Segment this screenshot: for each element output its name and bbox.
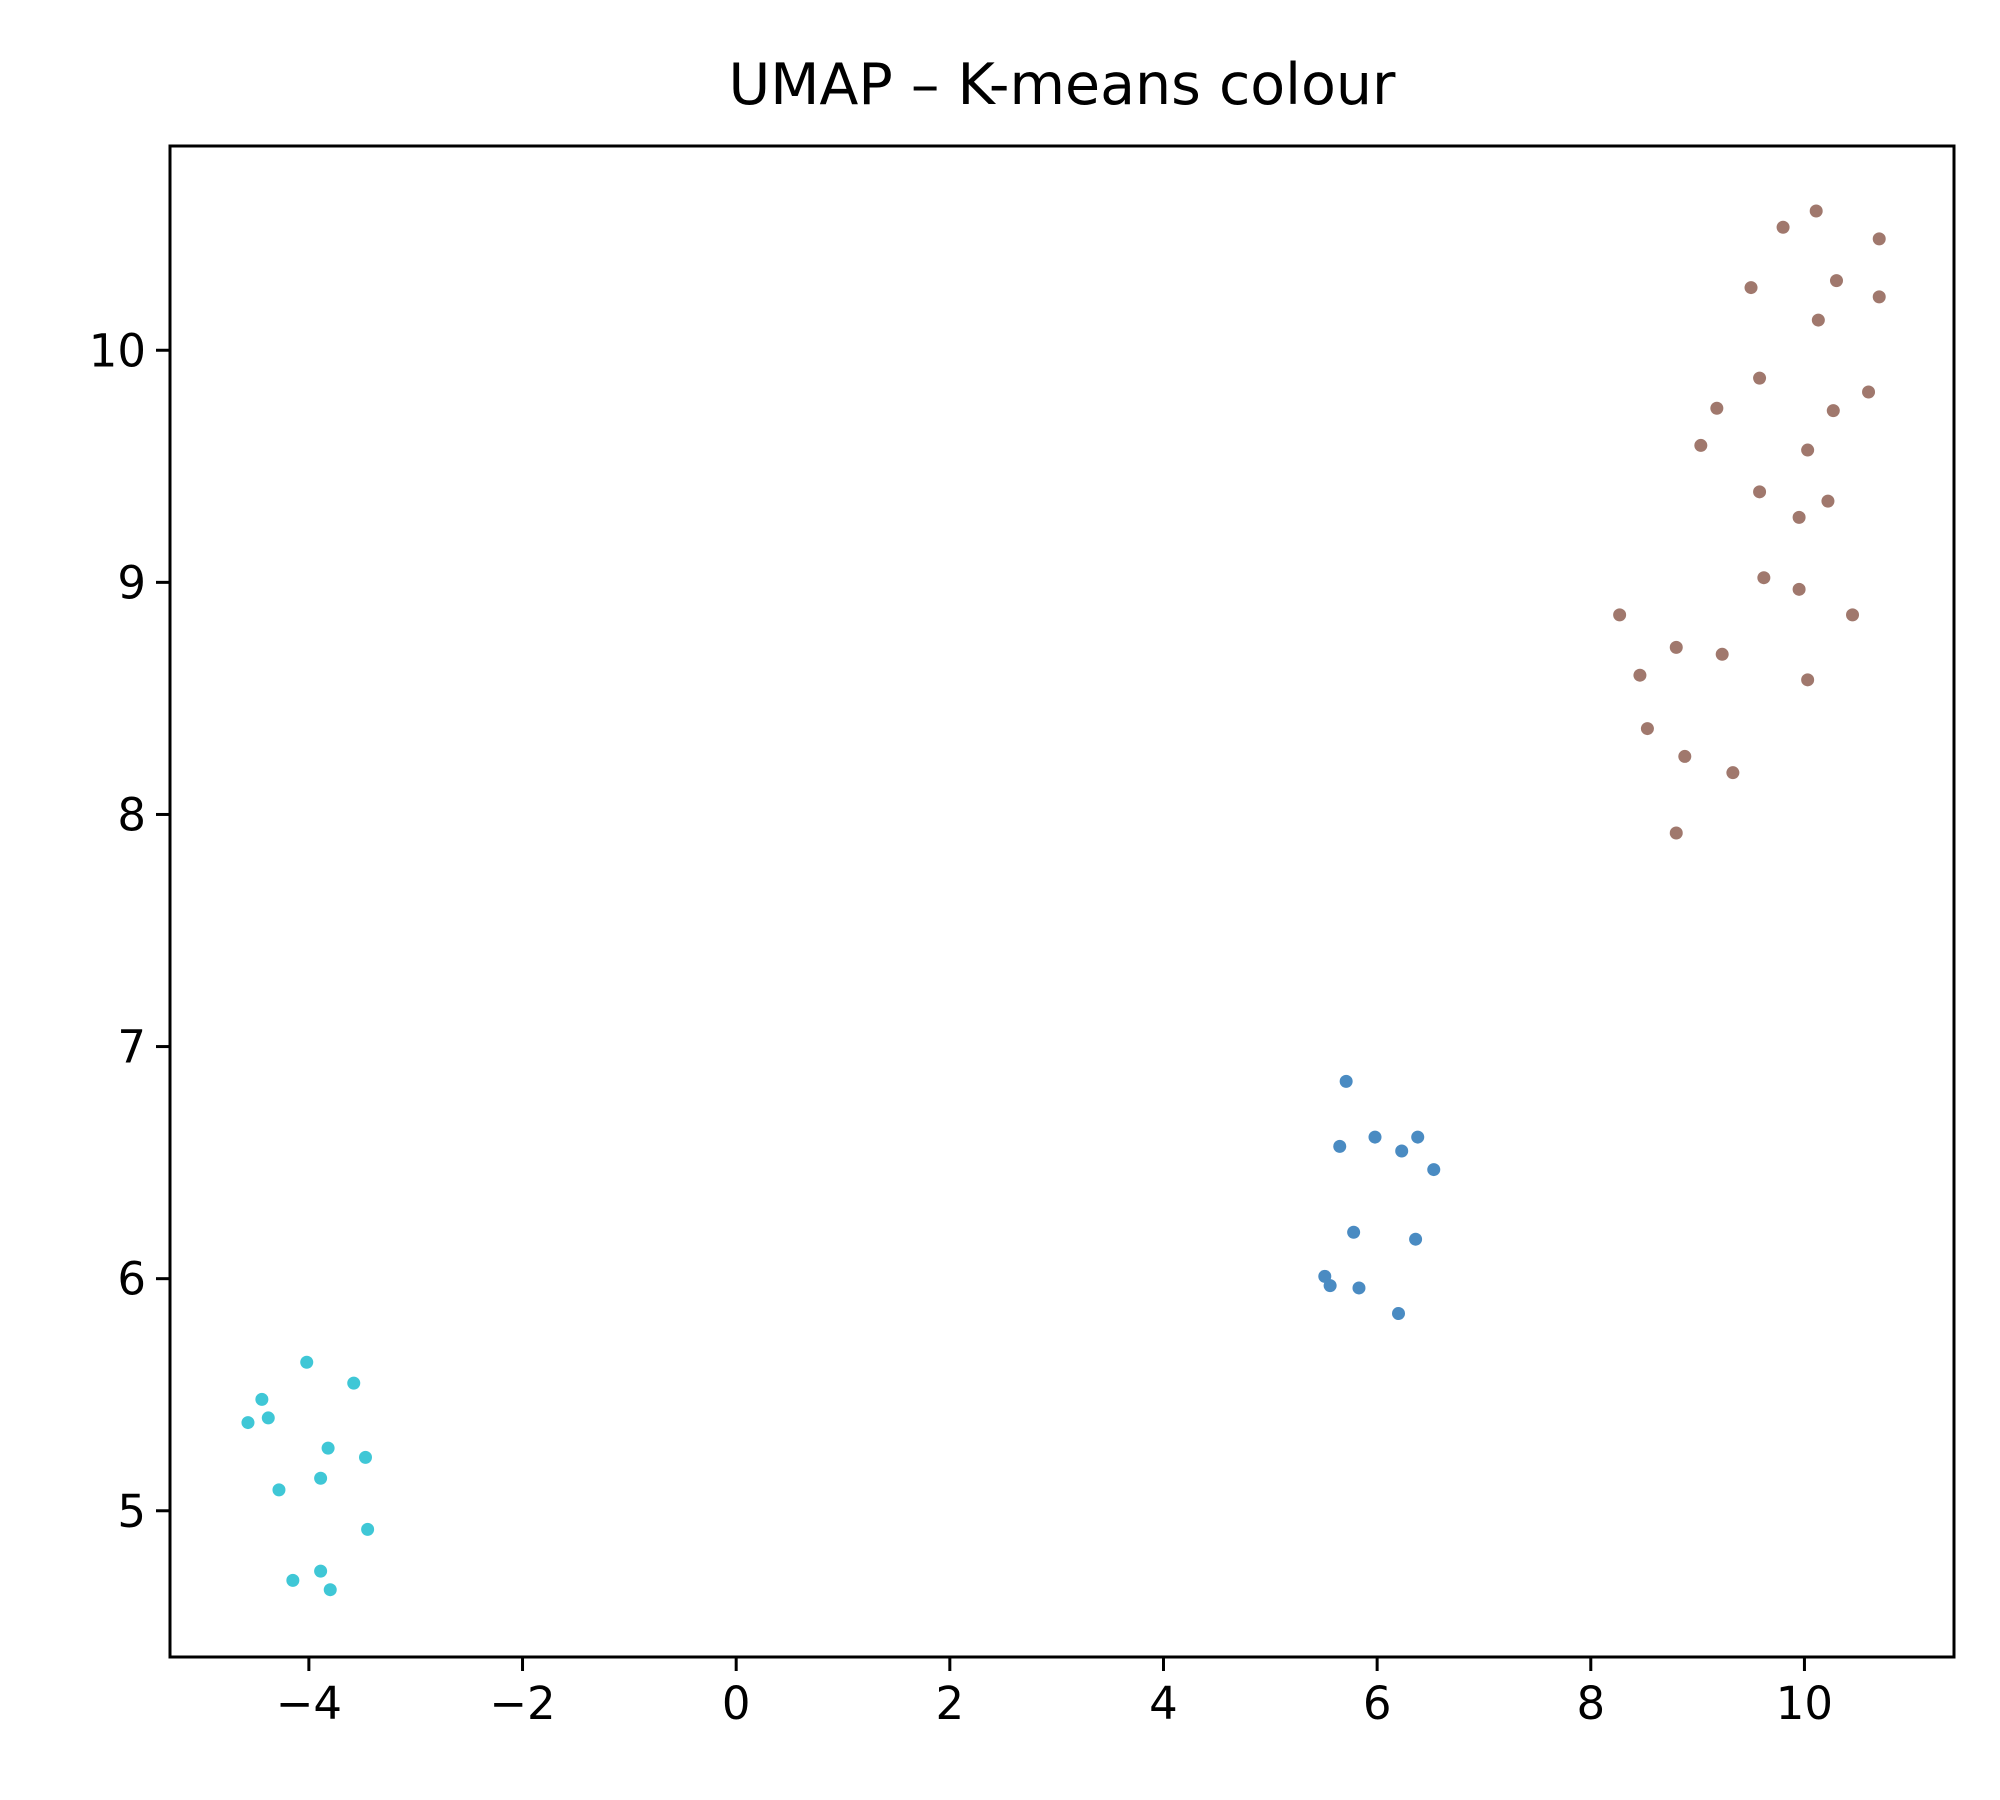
data-point: [1811, 313, 1825, 327]
data-point: [1678, 749, 1692, 763]
data-point: [1776, 220, 1790, 234]
data-point: [1862, 385, 1876, 399]
x-tick-label: −2: [489, 1677, 555, 1730]
data-point: [1809, 204, 1823, 218]
data-point: [1715, 647, 1729, 661]
data-point: [1744, 281, 1758, 295]
data-point: [1409, 1232, 1423, 1246]
data-point: [1613, 608, 1627, 622]
data-point: [1821, 494, 1835, 508]
data-point: [1669, 826, 1683, 840]
data-point: [1829, 274, 1843, 288]
data-point: [1352, 1281, 1366, 1295]
data-point: [1669, 640, 1683, 654]
x-tick-label: −4: [276, 1677, 342, 1730]
data-point: [1726, 766, 1740, 780]
data-point: [1826, 404, 1840, 418]
x-tick-label: 8: [1576, 1677, 1605, 1730]
data-point: [358, 1450, 372, 1464]
x-tick-label: 10: [1776, 1677, 1833, 1730]
data-point: [286, 1573, 300, 1587]
data-point: [361, 1522, 375, 1536]
y-tick-label: 9: [117, 556, 146, 609]
data-point: [1368, 1130, 1382, 1144]
y-tick-label: 6: [117, 1253, 146, 1306]
data-point: [314, 1471, 328, 1485]
data-point: [241, 1416, 255, 1430]
cluster-3: [1613, 204, 1886, 840]
data-point: [300, 1355, 314, 1369]
data-point: [1792, 582, 1806, 596]
data-point: [1801, 443, 1815, 457]
data-points: [241, 204, 1886, 1597]
data-point: [1633, 668, 1647, 682]
data-point: [1347, 1225, 1361, 1239]
y-tick-label: 5: [117, 1485, 146, 1538]
y-tick-label: 7: [117, 1021, 146, 1074]
data-point: [1333, 1139, 1347, 1153]
data-point: [1757, 571, 1771, 585]
x-axis: −4 −2 0 2 4 6 8 10: [276, 1657, 1833, 1730]
cluster-2: [1318, 1074, 1441, 1320]
y-tick-label: 8: [117, 788, 146, 841]
data-point: [1872, 232, 1886, 246]
x-tick-label: 2: [936, 1677, 965, 1730]
data-point: [1801, 673, 1815, 687]
x-tick-label: 6: [1363, 1677, 1392, 1730]
data-point: [347, 1376, 361, 1390]
data-point: [323, 1583, 337, 1597]
data-point: [1339, 1074, 1353, 1088]
y-tick-label: 10: [89, 324, 146, 377]
x-tick-label: 4: [1149, 1677, 1178, 1730]
data-point: [255, 1392, 269, 1406]
data-point: [1392, 1306, 1406, 1320]
data-point: [1792, 510, 1806, 524]
data-point: [1753, 371, 1767, 385]
data-point: [314, 1564, 328, 1578]
data-point: [1846, 608, 1860, 622]
data-point: [1872, 290, 1886, 304]
cluster-1: [241, 1355, 375, 1597]
x-tick-label: 0: [722, 1677, 751, 1730]
plot-frame: [168, 144, 1956, 1659]
data-point: [1395, 1144, 1409, 1158]
data-point: [1427, 1163, 1441, 1177]
chart-title: UMAP – K-means colour: [728, 52, 1396, 118]
y-axis: 5 6 7 8 9 10: [89, 324, 170, 1538]
data-point: [261, 1411, 275, 1425]
data-point: [1694, 438, 1708, 452]
data-point: [1753, 485, 1767, 499]
data-point: [1411, 1130, 1425, 1144]
data-point: [272, 1483, 286, 1497]
data-point: [1640, 722, 1654, 736]
data-point: [1323, 1279, 1337, 1293]
data-point: [1710, 401, 1724, 415]
data-point: [321, 1441, 335, 1455]
